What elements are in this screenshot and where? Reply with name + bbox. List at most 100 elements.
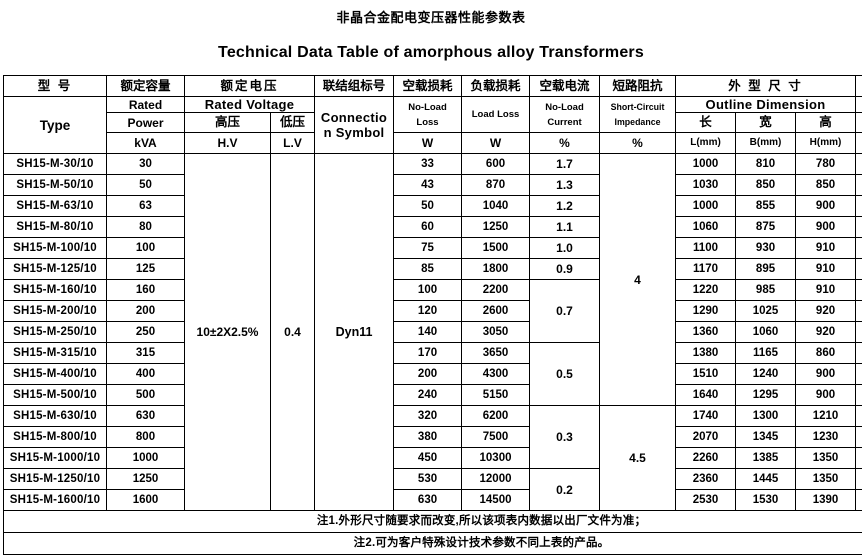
cell-dim-height: 1230 xyxy=(796,427,856,448)
cell-dim-length: 1060 xyxy=(676,217,736,238)
header-load-loss-cn: 负载损耗 xyxy=(462,76,530,97)
page-root: 非晶合金配电变压器性能参数表 Technical Data Table of a… xyxy=(0,0,862,519)
cell-model: SH15-M-500/10 xyxy=(4,385,107,406)
cell-no-load-current: 1.7 xyxy=(530,154,600,175)
cell-load-loss: 870 xyxy=(462,175,530,196)
cell-no-load-loss: 50 xyxy=(394,196,462,217)
cell-no-load-loss: 33 xyxy=(394,154,462,175)
cell-model: SH15-M-250/10 xyxy=(4,322,107,343)
cell-dim-length: 2070 xyxy=(676,427,736,448)
table-row: SH15-M-500/10500240515016401295900660660 xyxy=(4,385,862,406)
cell-load-loss: 1500 xyxy=(462,238,530,259)
cell-dim-width: 1530 xyxy=(736,490,796,511)
cell-no-load-current: 0.9 xyxy=(530,259,600,280)
cell-no-load-loss: 450 xyxy=(394,448,462,469)
header-lv-cn: 低压 xyxy=(271,113,315,133)
cell-load-loss: 6200 xyxy=(462,406,530,427)
cell-dim-height: 850 xyxy=(796,175,856,196)
cell-dim-width: 930 xyxy=(736,238,796,259)
footnote-row-2: 注2.可为客户特殊设计技术参数不同上表的产品。 xyxy=(4,533,862,555)
header-load-loss-en: Load Loss xyxy=(462,97,530,133)
cell-rated-power: 160 xyxy=(107,280,185,301)
cell-dim-height: 1350 xyxy=(796,469,856,490)
cell-hv-voltage: 10±2X2.5% xyxy=(185,154,271,511)
table-row: SH15-M-315/1031517036500.513801165860660… xyxy=(4,343,862,364)
table-row: SH15-M-800/10800380750020701345123010701… xyxy=(4,427,862,448)
cell-model: SH15-M-1000/10 xyxy=(4,448,107,469)
cell-dim-height: 920 xyxy=(796,322,856,343)
cell-dim-height: 1390 xyxy=(796,490,856,511)
header-rated-voltage-cn: 额定电压 xyxy=(185,76,315,97)
cell-connection-symbol: Dyn11 xyxy=(315,154,394,511)
cell-model: SH15-M-30/10 xyxy=(4,154,107,175)
header-connection-en: Connectio n Symbol xyxy=(315,97,394,154)
cell-model: SH15-M-50/10 xyxy=(4,175,107,196)
cell-rated-power: 1600 xyxy=(107,490,185,511)
cell-model: SH15-M-630/10 xyxy=(4,406,107,427)
cell-no-load-loss: 200 xyxy=(394,364,462,385)
cell-load-loss: 4300 xyxy=(462,364,530,385)
cell-load-loss: 1250 xyxy=(462,217,530,238)
cell-rated-power: 30 xyxy=(107,154,185,175)
cell-load-loss: 2600 xyxy=(462,301,530,322)
header-rated-power-cn: 额定容量 xyxy=(107,76,185,97)
cell-rated-power: 400 xyxy=(107,364,185,385)
cell-dim-height: 900 xyxy=(796,196,856,217)
cell-no-load-loss: 75 xyxy=(394,238,462,259)
header-model-cn: 型 号 xyxy=(4,76,107,97)
cell-dim-width: 1300 xyxy=(736,406,796,427)
cell-dim-width: 810 xyxy=(736,154,796,175)
cell-no-load-loss: 140 xyxy=(394,322,462,343)
cell-load-loss: 5150 xyxy=(462,385,530,406)
cell-dim-length: 1510 xyxy=(676,364,736,385)
cell-model: SH15-M-125/10 xyxy=(4,259,107,280)
cell-guage-transverse: 1070 xyxy=(856,490,862,511)
header-connection-cn: 联结组标号 xyxy=(315,76,394,97)
header-model-en: Type xyxy=(4,97,107,154)
cell-model: SH15-M-160/10 xyxy=(4,280,107,301)
cell-dim-width: 1240 xyxy=(736,364,796,385)
table-row: SH15-M-1600/1016006301450025301530139010… xyxy=(4,490,862,511)
cell-rated-power: 630 xyxy=(107,406,185,427)
table-header: 型 号 额定容量 额定电压 联结组标号 空载损耗 负载损耗 空载电流 短路阻抗 … xyxy=(4,76,862,154)
header-guage-en: Guage xyxy=(856,97,862,113)
cell-no-load-loss: 530 xyxy=(394,469,462,490)
header-transverse-cn: 横向 xyxy=(856,113,862,133)
cell-dim-length: 1030 xyxy=(676,175,736,196)
cell-guage-transverse: 1070 xyxy=(856,448,862,469)
cell-guage-transverse: 550 xyxy=(856,217,862,238)
cell-load-loss: 600 xyxy=(462,154,530,175)
cell-dim-width: 985 xyxy=(736,280,796,301)
cell-rated-power: 100 xyxy=(107,238,185,259)
cell-dim-height: 1210 xyxy=(796,406,856,427)
header-height-unit: H(mm) xyxy=(796,133,856,154)
cell-load-loss: 7500 xyxy=(462,427,530,448)
cell-no-load-current: 1.0 xyxy=(530,238,600,259)
cell-dim-height: 860 xyxy=(796,343,856,364)
cell-guage-transverse: 550 xyxy=(856,259,862,280)
cell-guage-transverse: 1070 xyxy=(856,427,862,448)
cell-dim-height: 900 xyxy=(796,364,856,385)
header-impedance-cn: 短路阻抗 xyxy=(600,76,676,97)
header-connection-en-line2: n Symbol xyxy=(315,125,393,140)
cell-no-load-loss: 85 xyxy=(394,259,462,280)
cell-dim-length: 1360 xyxy=(676,322,736,343)
cell-guage-transverse: 550 xyxy=(856,175,862,196)
cell-dim-length: 1640 xyxy=(676,385,736,406)
cell-dim-height: 910 xyxy=(796,259,856,280)
cell-no-load-loss: 320 xyxy=(394,406,462,427)
header-no-load-current-en-line1: No-Load xyxy=(530,100,599,115)
cell-dim-length: 1170 xyxy=(676,259,736,280)
header-length-unit: L(mm) xyxy=(676,133,736,154)
cell-no-load-loss: 120 xyxy=(394,301,462,322)
header-length-cn: 长 xyxy=(676,113,736,133)
cell-dim-length: 1000 xyxy=(676,196,736,217)
cell-guage-transverse: 660 xyxy=(856,322,862,343)
cell-guage-transverse: 550 xyxy=(856,280,862,301)
header-impedance-unit: % xyxy=(600,133,676,154)
cell-model: SH15-M-1600/10 xyxy=(4,490,107,511)
cell-dim-width: 1165 xyxy=(736,343,796,364)
cell-guage-transverse: 660 xyxy=(856,343,862,364)
